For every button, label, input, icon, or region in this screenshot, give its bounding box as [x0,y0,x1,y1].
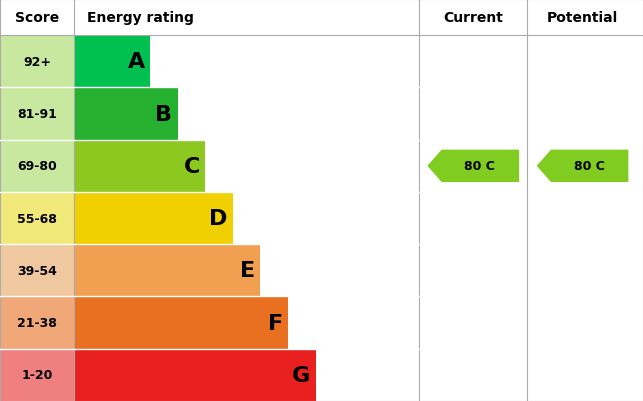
Text: 81-91: 81-91 [17,108,57,121]
Bar [0,349,74,401]
Text: Current: Current [443,11,503,25]
Bar [0,245,74,297]
Bar [0,140,74,192]
Text: G: G [293,365,311,385]
Bar [74,88,177,140]
Bar [74,297,288,349]
Text: 21-38: 21-38 [17,316,57,329]
Text: E: E [240,261,255,281]
Bar [0,297,74,349]
Text: D: D [209,209,228,229]
Bar [0,36,74,88]
Bar [74,140,205,192]
Bar [74,36,150,88]
Text: 55-68: 55-68 [17,212,57,225]
Text: Score: Score [15,11,59,25]
Text: 92+: 92+ [23,56,51,69]
Polygon shape [537,150,628,182]
Bar [74,192,233,245]
Text: C: C [184,156,200,176]
Text: 1-20: 1-20 [21,369,53,381]
Text: Potential: Potential [547,11,618,25]
Text: Energy rating: Energy rating [87,11,194,25]
Bar [0,192,74,245]
Bar [0,88,74,140]
Polygon shape [428,150,519,182]
Text: F: F [267,313,283,333]
Text: 80 C: 80 C [574,160,604,173]
Text: 69-80: 69-80 [17,160,57,173]
Text: 80 C: 80 C [464,160,495,173]
Text: 39-54: 39-54 [17,264,57,277]
Text: B: B [156,104,172,124]
Bar [74,349,316,401]
Bar [74,245,260,297]
Text: A: A [127,52,145,72]
